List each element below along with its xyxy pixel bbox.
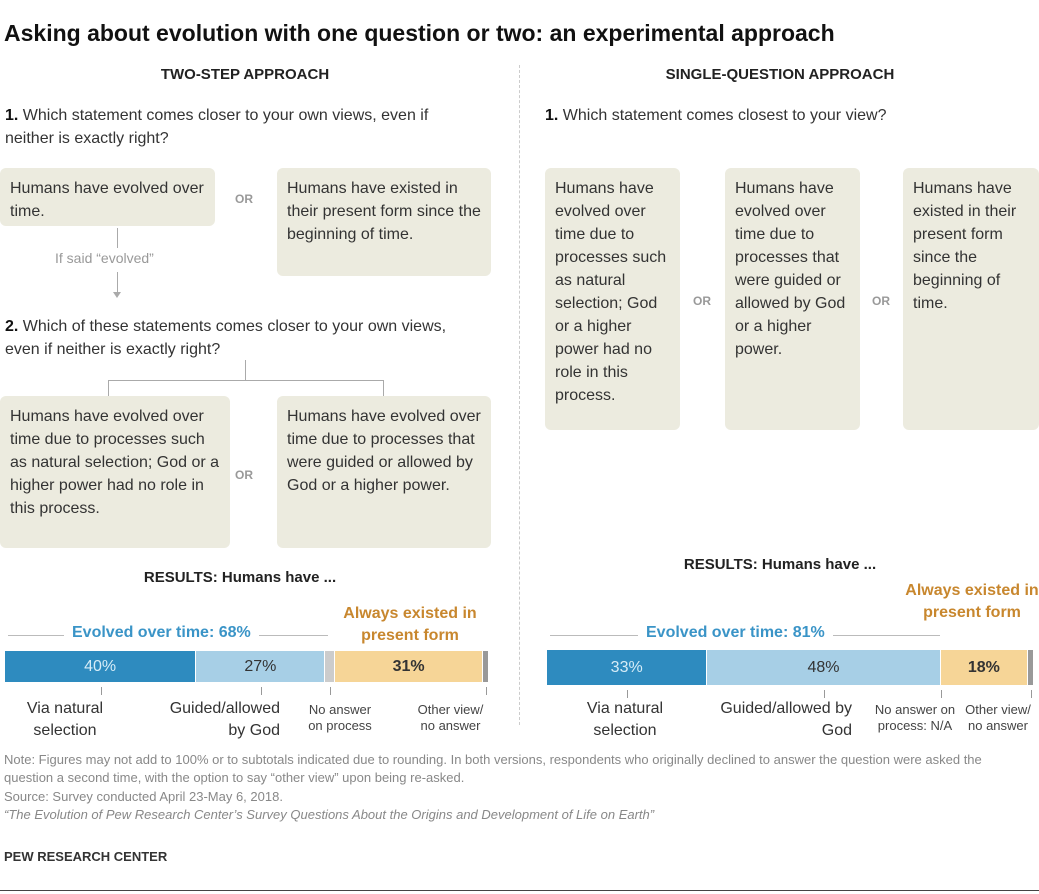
single-question-header: SINGLE-QUESTION APPROACH: [665, 66, 895, 83]
or-label: OR: [872, 294, 890, 308]
bar-segment-guided: 27%: [196, 651, 325, 682]
note: Note: Figures may not add to 100% or to …: [4, 752, 982, 785]
tick-mark: [260, 687, 262, 695]
tick-mark: [486, 687, 487, 695]
tick-mark: [330, 687, 332, 695]
bar-segment-natural: 33%: [547, 650, 707, 685]
if-said-evolved: If said “evolved”: [55, 250, 154, 266]
connector: [117, 272, 118, 296]
bracket: [245, 360, 246, 380]
q-text: Which statement comes closest to your vi…: [562, 107, 887, 124]
bar-segment-always: 31%: [334, 651, 483, 682]
q-number: 1.: [545, 107, 559, 124]
report-title: “The Evolution of Pew Research Center’s …: [4, 807, 655, 822]
bottom-rule: [0, 890, 1039, 891]
or-label: OR: [235, 468, 253, 482]
left-label-noanswer: No answer on process: [308, 702, 372, 733]
bracket: [383, 380, 384, 396]
page-title: Asking about evolution with one question…: [4, 20, 835, 46]
q-number: 1.: [5, 107, 19, 124]
arrow-down-icon: [113, 292, 121, 298]
divider: [519, 65, 520, 725]
right-label-natural: Via natural selection: [586, 700, 664, 739]
q-number: 2.: [5, 318, 19, 335]
left-q2-option-guided: Humans have evolved over time due to pro…: [277, 396, 491, 548]
right-stacked-bar: 33% 48% 18%: [547, 650, 1033, 698]
tick-mark: [627, 690, 629, 698]
right-option-existed: Humans have existed in their present for…: [903, 168, 1039, 430]
bar-segment-guided: 48%: [707, 650, 940, 685]
q-text: Which of these statements comes closer t…: [5, 318, 447, 358]
left-label-guided: Guided/allowed by God: [169, 700, 280, 739]
left-question-2: 2. Which of these statements comes close…: [5, 315, 485, 361]
q-text: Which statement comes closer to your own…: [5, 107, 429, 147]
tick-mark: [1031, 690, 1032, 698]
tick-mark: [940, 690, 942, 698]
org-name: PEW RESEARCH CENTER: [4, 849, 168, 864]
right-option-guided: Humans have evolved over time due to pro…: [725, 168, 860, 430]
left-label-natural: Via natural selection: [26, 700, 104, 739]
bar-segment-other: [483, 651, 488, 682]
bar-segment-other: [1028, 650, 1033, 685]
tick-mark: [824, 690, 826, 698]
left-stacked-bar: 40% 27% 31%: [5, 651, 488, 695]
right-option-natural: Humans have evolved over time due to pro…: [545, 168, 680, 430]
left-q2-option-natural: Humans have evolved over time due to pro…: [0, 396, 230, 548]
connector: [117, 228, 118, 248]
left-results-title: RESULTS: Humans have ...: [143, 569, 337, 586]
left-q1-option-evolved: Humans have evolved over time.: [0, 168, 215, 226]
right-evolved-label: Evolved over time: 81%: [638, 624, 833, 642]
left-q1-option-existed: Humans have existed in their present for…: [277, 168, 491, 276]
or-label: OR: [693, 294, 711, 308]
right-question-1: 1. Which statement comes closest to your…: [545, 104, 1025, 127]
left-label-other: Other view/ no answer: [417, 702, 484, 733]
bar-segment-always: 18%: [940, 650, 1028, 685]
source: Source: Survey conducted April 23-May 6,…: [4, 789, 283, 804]
or-label: OR: [235, 192, 253, 206]
right-always-label: Always existed in present form: [905, 582, 1039, 621]
bracket: [108, 380, 384, 381]
right-label-guided: Guided/allowed by God: [720, 700, 852, 739]
bar-segment-noanswer: [325, 651, 334, 682]
right-label-noanswer: No answer on process: N/A: [874, 702, 956, 733]
left-always-label: Always existed in present form: [343, 605, 477, 644]
left-evolved-label: Evolved over time: 68%: [64, 624, 259, 642]
bracket: [108, 380, 109, 396]
right-label-other: Other view/ no answer: [965, 702, 1031, 733]
right-results-title: RESULTS: Humans have ...: [683, 556, 877, 573]
two-step-header: TWO-STEP APPROACH: [160, 66, 330, 83]
left-question-1: 1. Which statement comes closer to your …: [5, 104, 455, 150]
bar-segment-natural: 40%: [5, 651, 196, 682]
tick-mark: [100, 687, 102, 695]
